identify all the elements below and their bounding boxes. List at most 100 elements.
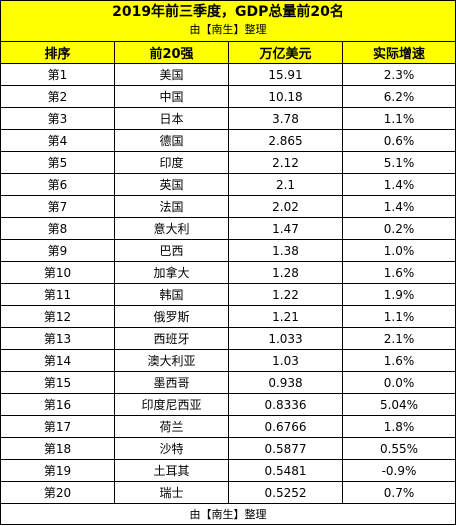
growth-cell[interactable]: 1.1% bbox=[341, 107, 456, 130]
column-header-gdp[interactable]: 万亿美元 bbox=[228, 41, 343, 64]
gdp-cell[interactable]: 1.03 bbox=[228, 349, 343, 372]
table-row: 第7 法国 2.02 1.4% bbox=[0, 195, 456, 218]
table-row: 第20 瑞士 0.5252 0.7% bbox=[0, 481, 456, 504]
rank-cell[interactable]: 第7 bbox=[0, 195, 115, 218]
table-row: 第19 土耳其 0.5481 -0.9% bbox=[0, 459, 456, 482]
growth-cell[interactable]: 1.4% bbox=[341, 195, 456, 218]
country-cell[interactable]: 墨西哥 bbox=[114, 371, 229, 394]
gdp-cell[interactable]: 2.12 bbox=[228, 151, 343, 174]
gdp-cell[interactable]: 0.5252 bbox=[228, 481, 343, 504]
growth-cell[interactable]: 0.55% bbox=[341, 437, 456, 460]
country-cell[interactable]: 韩国 bbox=[114, 283, 229, 306]
gdp-cell[interactable]: 2.1 bbox=[228, 173, 343, 196]
gdp-cell[interactable]: 0.6766 bbox=[228, 415, 343, 438]
growth-cell[interactable]: 1.9% bbox=[341, 283, 456, 306]
country-cell[interactable]: 加拿大 bbox=[114, 261, 229, 284]
growth-cell[interactable]: 2.1% bbox=[341, 327, 456, 350]
gdp-cell[interactable]: 15.91 bbox=[228, 63, 343, 86]
growth-cell[interactable]: 1.8% bbox=[341, 415, 456, 438]
growth-cell[interactable]: 1.0% bbox=[341, 239, 456, 262]
column-header-country[interactable]: 前20强 bbox=[114, 41, 229, 64]
country-cell[interactable]: 西班牙 bbox=[114, 327, 229, 350]
rank-cell[interactable]: 第13 bbox=[0, 327, 115, 350]
gdp-cell[interactable]: 1.033 bbox=[228, 327, 343, 350]
rank-cell[interactable]: 第12 bbox=[0, 305, 115, 328]
header-row: 排序 前20强 万亿美元 实际增速 bbox=[0, 41, 456, 64]
growth-cell[interactable]: 5.1% bbox=[341, 151, 456, 174]
gdp-cell[interactable]: 3.78 bbox=[228, 107, 343, 130]
title-cell[interactable]: 2019年前三季度，GDP总量前20名 由【南生】整理 bbox=[0, 0, 456, 42]
table-row: 第16 印度尼西亚 0.8336 5.04% bbox=[0, 393, 456, 416]
rank-cell[interactable]: 第17 bbox=[0, 415, 115, 438]
growth-cell[interactable]: 1.1% bbox=[341, 305, 456, 328]
growth-cell[interactable]: 1.4% bbox=[341, 173, 456, 196]
growth-cell[interactable]: 0.2% bbox=[341, 217, 456, 240]
country-cell[interactable]: 印度 bbox=[114, 151, 229, 174]
country-cell[interactable]: 巴西 bbox=[114, 239, 229, 262]
country-cell[interactable]: 美国 bbox=[114, 63, 229, 86]
gdp-cell[interactable]: 1.38 bbox=[228, 239, 343, 262]
rank-cell[interactable]: 第6 bbox=[0, 173, 115, 196]
rank-cell[interactable]: 第3 bbox=[0, 107, 115, 130]
table-row: 第11 韩国 1.22 1.9% bbox=[0, 283, 456, 306]
gdp-cell[interactable]: 2.02 bbox=[228, 195, 343, 218]
table-row: 第13 西班牙 1.033 2.1% bbox=[0, 327, 456, 350]
growth-cell[interactable]: 1.6% bbox=[341, 261, 456, 284]
country-cell[interactable]: 中国 bbox=[114, 85, 229, 108]
footer-cell[interactable]: 由【南生】整理 bbox=[0, 503, 456, 525]
growth-cell[interactable]: 0.0% bbox=[341, 371, 456, 394]
table-row: 第10 加拿大 1.28 1.6% bbox=[0, 261, 456, 284]
footer-row: 由【南生】整理 bbox=[0, 503, 456, 525]
gdp-cell[interactable]: 1.21 bbox=[228, 305, 343, 328]
growth-cell[interactable]: 1.6% bbox=[341, 349, 456, 372]
table-row: 第2 中国 10.18 6.2% bbox=[0, 85, 456, 108]
rank-cell[interactable]: 第5 bbox=[0, 151, 115, 174]
growth-cell[interactable]: 5.04% bbox=[341, 393, 456, 416]
country-cell[interactable]: 沙特 bbox=[114, 437, 229, 460]
column-header-rank[interactable]: 排序 bbox=[0, 41, 115, 64]
rank-cell[interactable]: 第19 bbox=[0, 459, 115, 482]
title-row: 2019年前三季度，GDP总量前20名 由【南生】整理 bbox=[0, 0, 456, 42]
country-cell[interactable]: 日本 bbox=[114, 107, 229, 130]
rank-cell[interactable]: 第4 bbox=[0, 129, 115, 152]
gdp-cell[interactable]: 1.22 bbox=[228, 283, 343, 306]
growth-cell[interactable]: 0.7% bbox=[341, 481, 456, 504]
rank-cell[interactable]: 第2 bbox=[0, 85, 115, 108]
gdp-cell[interactable]: 0.938 bbox=[228, 371, 343, 394]
column-header-growth[interactable]: 实际增速 bbox=[341, 41, 456, 64]
country-cell[interactable]: 土耳其 bbox=[114, 459, 229, 482]
rank-cell[interactable]: 第15 bbox=[0, 371, 115, 394]
country-cell[interactable]: 英国 bbox=[114, 173, 229, 196]
country-cell[interactable]: 德国 bbox=[114, 129, 229, 152]
growth-cell[interactable]: 2.3% bbox=[341, 63, 456, 86]
country-cell[interactable]: 法国 bbox=[114, 195, 229, 218]
rank-cell[interactable]: 第9 bbox=[0, 239, 115, 262]
gdp-cell[interactable]: 1.28 bbox=[228, 261, 343, 284]
rank-cell[interactable]: 第20 bbox=[0, 481, 115, 504]
rank-cell[interactable]: 第1 bbox=[0, 63, 115, 86]
rank-cell[interactable]: 第8 bbox=[0, 217, 115, 240]
growth-cell[interactable]: -0.9% bbox=[341, 459, 456, 482]
table-row: 第18 沙特 0.5877 0.55% bbox=[0, 437, 456, 460]
gdp-cell[interactable]: 0.5481 bbox=[228, 459, 343, 482]
rank-cell[interactable]: 第10 bbox=[0, 261, 115, 284]
country-cell[interactable]: 意大利 bbox=[114, 217, 229, 240]
country-cell[interactable]: 印度尼西亚 bbox=[114, 393, 229, 416]
rank-cell[interactable]: 第18 bbox=[0, 437, 115, 460]
gdp-cell[interactable]: 1.47 bbox=[228, 217, 343, 240]
rank-cell[interactable]: 第16 bbox=[0, 393, 115, 416]
country-cell[interactable]: 瑞士 bbox=[114, 481, 229, 504]
rank-cell[interactable]: 第14 bbox=[0, 349, 115, 372]
gdp-cell[interactable]: 0.8336 bbox=[228, 393, 343, 416]
gdp-cell[interactable]: 0.5877 bbox=[228, 437, 343, 460]
country-cell[interactable]: 澳大利亚 bbox=[114, 349, 229, 372]
country-cell[interactable]: 俄罗斯 bbox=[114, 305, 229, 328]
gdp-cell[interactable]: 10.18 bbox=[228, 85, 343, 108]
growth-cell[interactable]: 6.2% bbox=[341, 85, 456, 108]
gdp-cell[interactable]: 2.865 bbox=[228, 129, 343, 152]
country-cell[interactable]: 荷兰 bbox=[114, 415, 229, 438]
rank-cell[interactable]: 第11 bbox=[0, 283, 115, 306]
growth-cell[interactable]: 0.6% bbox=[341, 129, 456, 152]
